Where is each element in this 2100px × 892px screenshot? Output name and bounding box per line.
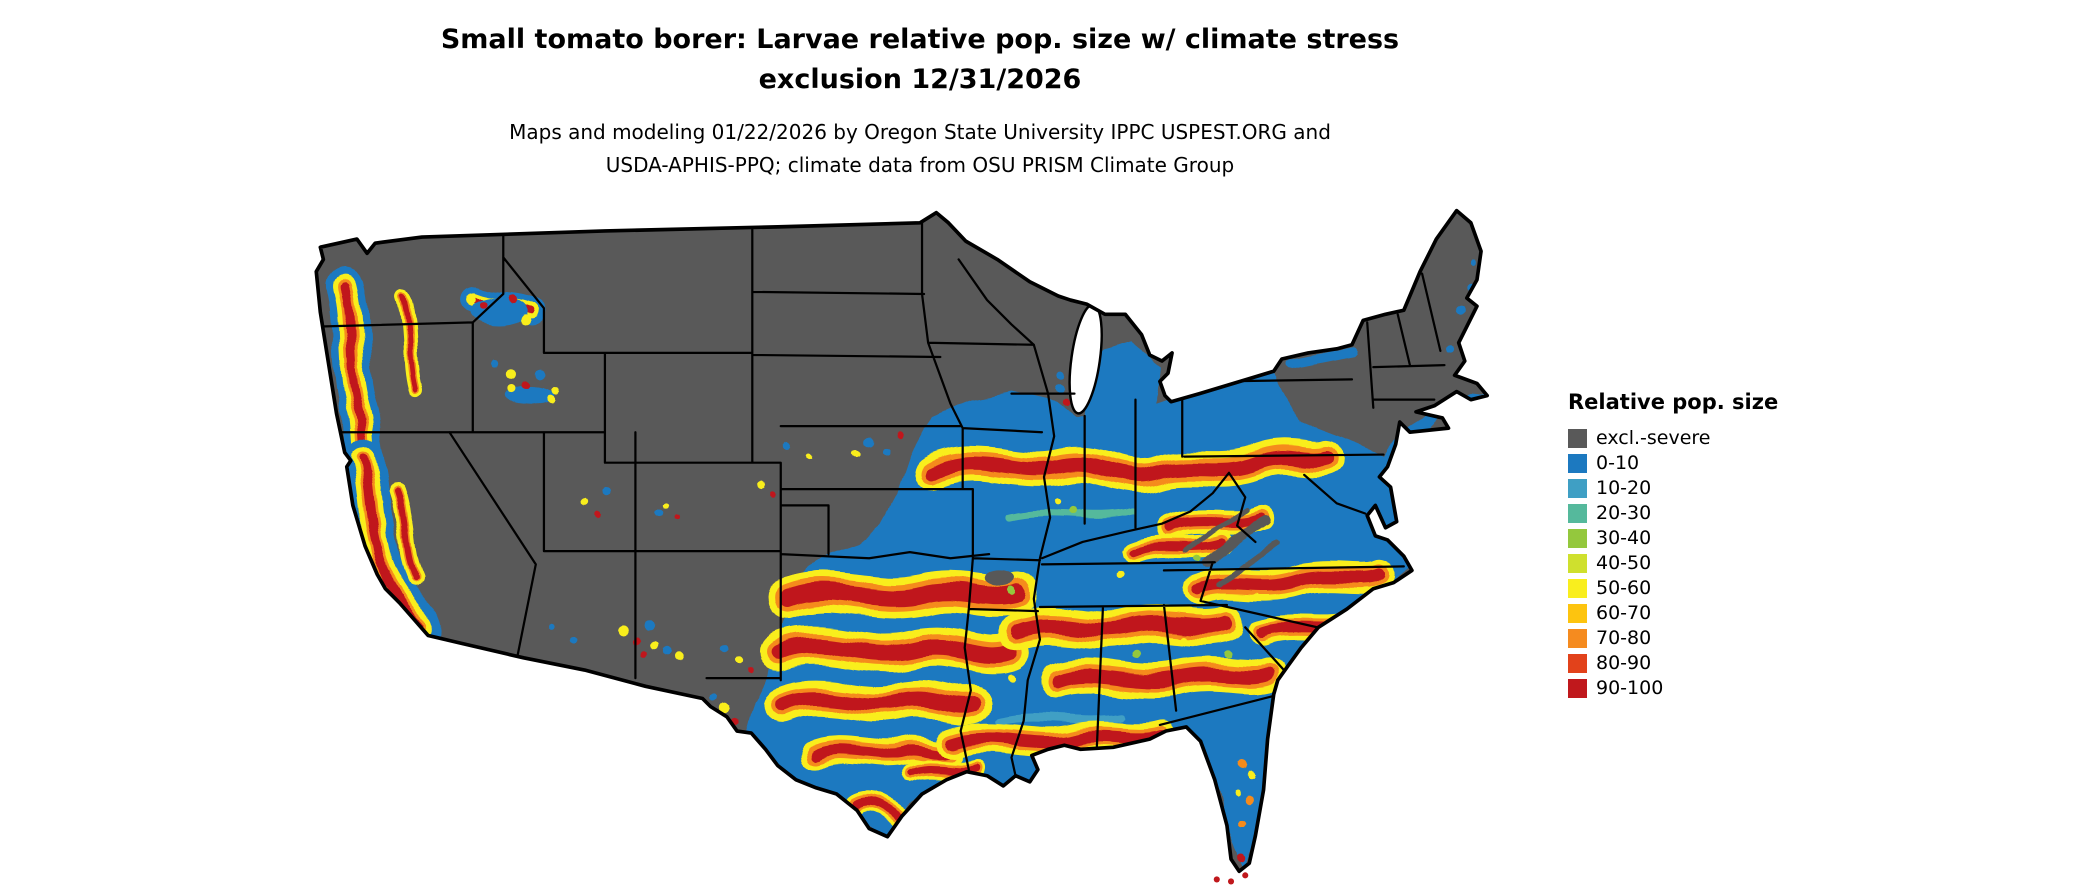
legend-swatch [1568, 554, 1587, 573]
legend-swatch [1568, 679, 1587, 698]
legend-item: 0-10 [1568, 451, 1778, 476]
legend-label: 80-90 [1596, 652, 1652, 674]
legend-label: 0-10 [1596, 452, 1640, 474]
legend-label: 70-80 [1596, 627, 1652, 649]
legend: Relative pop. size excl.-severe 0-10 10-… [1568, 390, 1778, 701]
legend-item: 30-40 [1568, 526, 1778, 551]
legend-swatch [1568, 504, 1587, 523]
legend-label: 20-30 [1596, 502, 1652, 524]
legend-label: 10-20 [1596, 477, 1652, 499]
legend-swatch [1568, 454, 1587, 473]
legend-swatch [1568, 604, 1587, 623]
legend-item: 80-90 [1568, 651, 1778, 676]
legend-title: Relative pop. size [1568, 390, 1779, 414]
legend-swatch [1568, 629, 1587, 648]
florida-keys [1213, 872, 1249, 885]
legend-swatch [1568, 429, 1587, 448]
page-title-line-2: exclusion 12/31/2026 [758, 64, 1082, 95]
legend-items: excl.-severe 0-10 10-20 20-30 30-40 [1568, 426, 1778, 701]
legend-label: excl.-severe [1596, 427, 1711, 449]
legend-item: 70-80 [1568, 626, 1778, 651]
legend-item: 50-60 [1568, 576, 1778, 601]
map-header: Small tomato borer: Larvae relative pop.… [0, 20, 1840, 182]
subtitle-line-1: Maps and modeling 01/22/2026 by Oregon S… [509, 120, 1331, 144]
page-title-line-1: Small tomato borer: Larvae relative pop.… [440, 24, 1400, 55]
us-map-container [300, 196, 1540, 892]
legend-label: 50-60 [1596, 577, 1652, 599]
legend-label: 30-40 [1596, 527, 1652, 549]
legend-item: excl.-severe [1568, 426, 1778, 451]
legend-label: 90-100 [1596, 677, 1664, 699]
us-map [314, 208, 1489, 885]
legend-swatch [1568, 529, 1587, 548]
state-borders [319, 221, 1446, 777]
map-subtitle: Maps and modeling 01/22/2026 by Oregon S… [0, 116, 1840, 182]
legend-item: 20-30 [1568, 501, 1778, 526]
legend-item: 10-20 [1568, 476, 1778, 501]
legend-swatch [1568, 579, 1587, 598]
legend-label: 60-70 [1596, 602, 1652, 624]
legend-label: 40-50 [1596, 552, 1652, 574]
legend-item: 60-70 [1568, 601, 1778, 626]
subtitle-line-2: USDA-APHIS-PPQ; climate data from OSU PR… [605, 153, 1235, 177]
speckles [465, 258, 1477, 869]
legend-swatch [1568, 479, 1587, 498]
map-clipped-layers [316, 210, 1488, 872]
legend-swatch [1568, 654, 1587, 673]
legend-item: 40-50 [1568, 551, 1778, 576]
legend-item: 90-100 [1568, 676, 1778, 701]
